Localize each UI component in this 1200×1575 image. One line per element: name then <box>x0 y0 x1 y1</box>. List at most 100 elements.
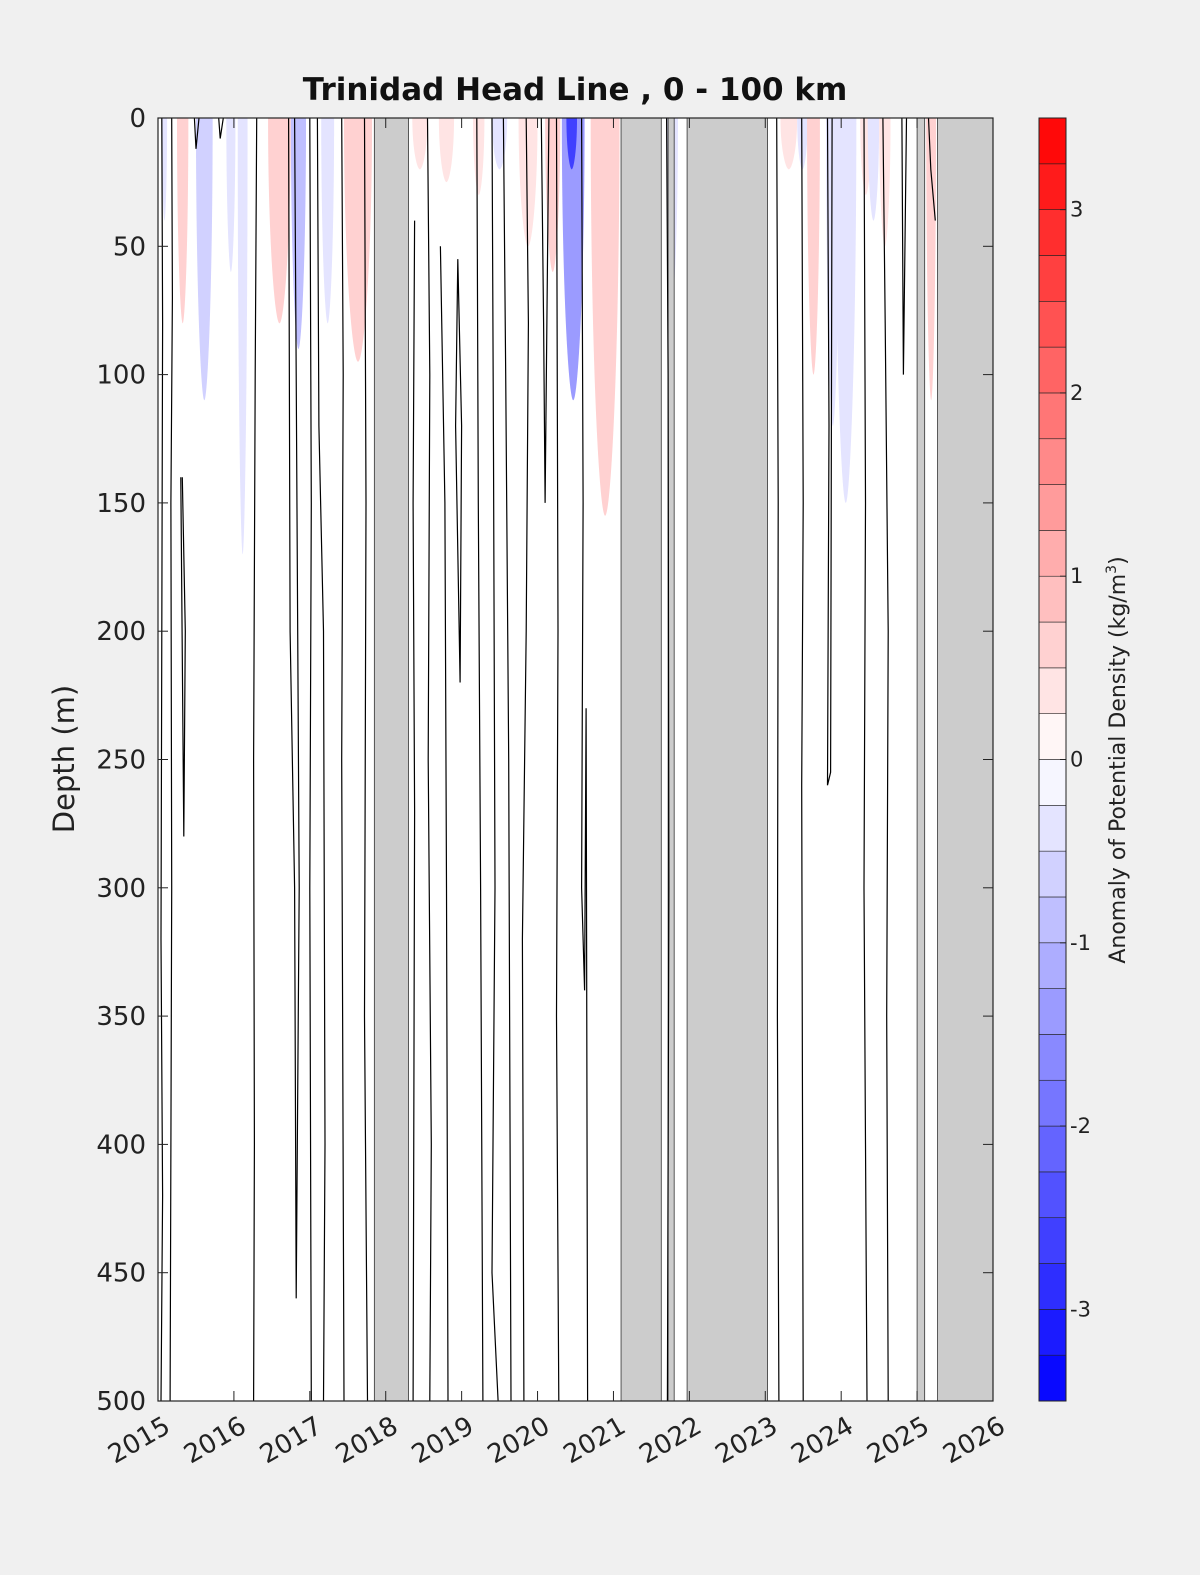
chart-title: Trinidad Head Line , 0 - 100 km <box>303 72 848 108</box>
anomaly-patch <box>780 118 798 170</box>
contour-line <box>316 118 326 1401</box>
anomaly-patch <box>268 118 291 324</box>
contour-line <box>169 118 174 1401</box>
y-tick-label: 400 <box>96 1130 146 1160</box>
colorbar-level <box>1038 1354 1067 1402</box>
anomaly-patch <box>226 118 236 272</box>
colorbar-level <box>1038 667 1067 714</box>
contour-line <box>193 118 200 149</box>
y-tick-label: 100 <box>96 361 146 391</box>
colorbar-level <box>1038 1217 1067 1264</box>
colorbar-tick-label: 1 <box>1070 564 1083 588</box>
colorbar-level <box>1038 484 1067 531</box>
colorbar-level <box>1038 759 1067 806</box>
anomaly-patch <box>926 118 937 401</box>
anomaly-patch <box>438 118 455 183</box>
contour-line <box>288 118 300 1299</box>
x-tick-label: 2025 <box>862 1411 934 1470</box>
anomaly-patch <box>176 118 189 324</box>
x-tick-label: 2021 <box>559 1411 631 1470</box>
colorbar-level <box>1038 1263 1067 1310</box>
no-data-bands <box>373 118 993 1401</box>
contour-line <box>863 118 868 1401</box>
colorbar-tick-label: 0 <box>1070 748 1083 772</box>
contour-line <box>665 118 670 1401</box>
no-data-band <box>916 118 926 1401</box>
contour-line <box>826 118 833 786</box>
contour-line <box>491 118 499 1401</box>
colorbar-level <box>1038 117 1067 165</box>
colorbar-level <box>1038 255 1067 302</box>
colorbar-tick-label: -2 <box>1070 1114 1091 1138</box>
anomaly-patch <box>590 118 620 516</box>
contour-line <box>363 118 369 1401</box>
contour-line <box>309 118 312 1401</box>
colorbar-level <box>1038 850 1067 898</box>
x-tick-label: 2016 <box>179 1411 251 1470</box>
contour-line <box>160 118 164 1401</box>
contour-line <box>341 118 345 1401</box>
y-tick-label: 150 <box>96 489 146 519</box>
contour-line <box>412 220 416 1401</box>
colorbar-level <box>1038 988 1067 1035</box>
colorbar-ticks: 3 2 1 0 -1 -2 -3 <box>1060 198 1091 1321</box>
contour-line <box>454 259 463 683</box>
colorbar-level <box>1038 1171 1067 1219</box>
no-data-band <box>620 118 662 1401</box>
colorbar-level <box>1038 713 1067 760</box>
contour-line <box>439 246 449 1401</box>
anomaly-patch <box>561 118 585 401</box>
anomaly-patch <box>161 118 168 221</box>
colorbar-level <box>1038 1034 1067 1081</box>
colorbar-level <box>1038 346 1067 394</box>
contour-line <box>882 118 889 1401</box>
contour-line <box>540 118 550 503</box>
contour-line <box>521 118 530 1401</box>
y-tick-label: 500 <box>96 1387 146 1417</box>
x-tick-label: 2023 <box>710 1411 782 1470</box>
contour-line <box>801 118 804 1401</box>
contour-line <box>218 118 224 139</box>
colorbar-level <box>1038 575 1067 623</box>
anomaly-patch <box>566 118 578 170</box>
anomaly-patch <box>835 118 857 503</box>
colorbar-level <box>1038 896 1067 944</box>
anomaly-patch <box>807 118 820 375</box>
anomaly-patch <box>797 118 808 170</box>
anomaly-patch <box>237 118 248 555</box>
colorbar-level <box>1038 805 1067 852</box>
y-tick-label: 50 <box>113 232 146 262</box>
x-tick-label: 2020 <box>483 1411 555 1470</box>
anomaly-patch <box>412 118 428 170</box>
anomaly-patch <box>321 118 335 324</box>
anomaly-patch <box>867 118 880 221</box>
colorbar-level <box>1038 530 1067 577</box>
anomaly-patch <box>518 118 538 247</box>
colorbar-label-close: ) <box>1106 556 1131 565</box>
colorbar-level <box>1038 942 1067 989</box>
contour-line <box>180 477 186 837</box>
x-tick-label: 2017 <box>255 1411 327 1470</box>
colorbar <box>1038 117 1067 1402</box>
y-axis-label: Depth (m) <box>47 685 81 833</box>
x-tick-label: 2022 <box>635 1411 707 1470</box>
contour-line <box>555 118 560 1401</box>
colorbar-level <box>1038 163 1067 210</box>
contour-line <box>927 118 936 221</box>
contour-line <box>253 118 258 1401</box>
x-tick-label: 2019 <box>407 1411 479 1470</box>
colorbar-level <box>1038 209 1067 256</box>
colorbar-tick-label: -1 <box>1070 931 1091 955</box>
x-tick-label: 2024 <box>786 1411 858 1470</box>
anomaly-patch <box>879 118 891 247</box>
colorbar-level <box>1038 1309 1067 1356</box>
colorbar-level <box>1038 300 1067 348</box>
colorbar-label: Anomaly of Potential Density (kg/m3) <box>1104 556 1131 963</box>
y-tick-label: 200 <box>96 617 146 647</box>
contour-line <box>476 118 484 1401</box>
y-tick-label: 450 <box>96 1259 146 1289</box>
colorbar-level <box>1038 392 1067 440</box>
colorbar-level <box>1038 438 1067 485</box>
zero-contour-lines <box>160 118 936 1401</box>
colorbar-level <box>1038 1079 1067 1127</box>
